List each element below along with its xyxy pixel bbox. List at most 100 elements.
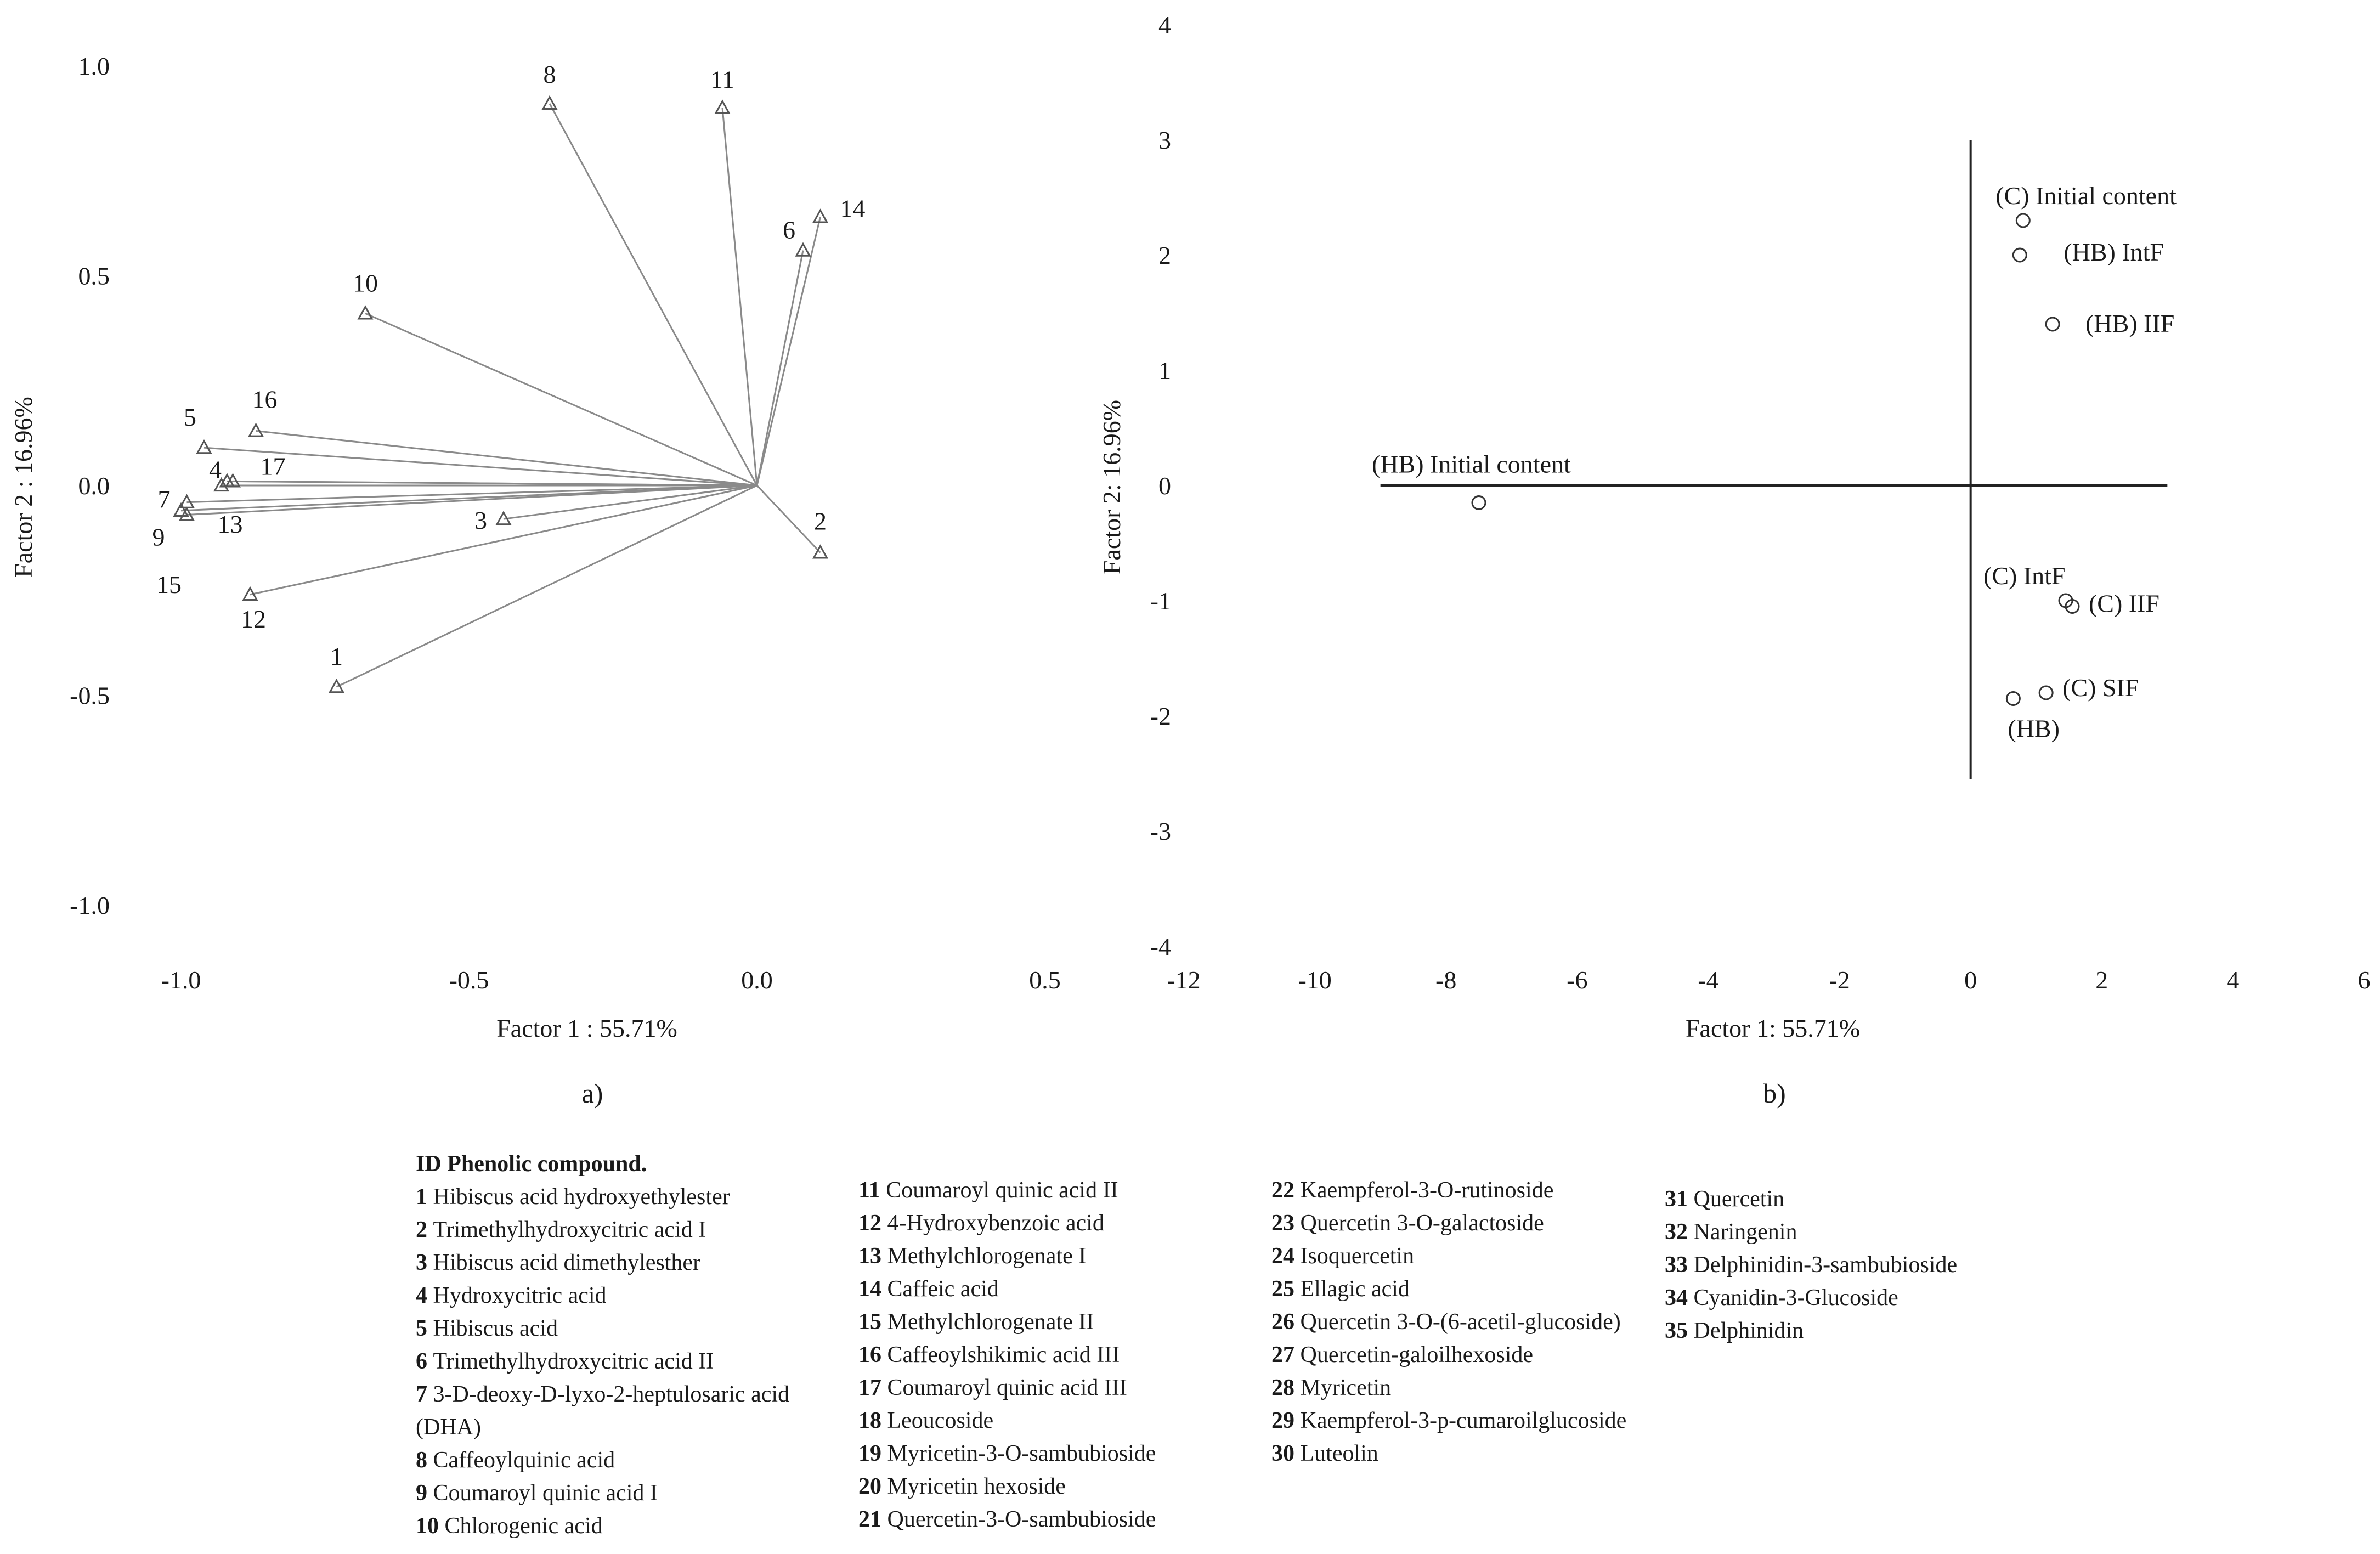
score-axis-ticks: -12 -10 -8 -6 -4 -2 0 2 4 6 4 3 2 1 0 -1 -2 -3 -4 (1150, 11, 2371, 994)
legend-item-id: 16 (858, 1342, 887, 1367)
score-axes (1380, 140, 2168, 779)
score-x-tick: -12 (1167, 966, 1200, 994)
score-x-tick: 6 (2358, 966, 2371, 994)
score-point-4 (1471, 495, 1486, 510)
legend-item-13: 13 Methylchlorogenate I (858, 1240, 1275, 1273)
score-x-tick: 4 (2226, 966, 2239, 994)
loading-vector-5 (203, 447, 757, 487)
score-x-tick: -4 (1698, 966, 1718, 994)
loading-vector-3 (503, 484, 757, 520)
loading-y-tick: 0.0 (78, 472, 110, 500)
score-y-tick: 2 (1158, 241, 1171, 269)
score-point-label-7: (C) SIF (2062, 674, 2139, 702)
loading-point-15 (173, 502, 189, 517)
legend-item-id: 27 (1271, 1342, 1301, 1367)
loading-point-label-15: 15 (156, 570, 182, 598)
score-y-tick: 0 (1158, 472, 1171, 500)
legend-item-name: Trimethylhydroxycitric acid I (433, 1217, 706, 1242)
loading-point-16 (247, 422, 264, 437)
loading-point-label-14: 14 (840, 194, 866, 222)
score-point-6 (2065, 599, 2080, 614)
loading-point-label-10: 10 (353, 269, 378, 297)
loading-point-10 (357, 305, 374, 320)
score-y-tick: -2 (1150, 702, 1171, 730)
loading-panel-label: a) (582, 1078, 603, 1109)
legend-item-id: 30 (1271, 1441, 1301, 1466)
score-point-label-3: (HB) IIF (2085, 309, 2174, 337)
loading-point-label-17: 17 (261, 452, 286, 480)
loading-vector-16 (256, 430, 757, 487)
legend-item-17: 17 Coumaroyl quinic acid III (858, 1371, 1275, 1404)
legend-item-name: Myricetin (1300, 1375, 1392, 1400)
legend-item-id: 14 (858, 1276, 887, 1302)
legend-item-id: 13 (858, 1244, 887, 1269)
legend-item-name: Hibiscus acid (433, 1316, 558, 1341)
legend-item-name: Hibiscus acid dimethylesther (433, 1250, 701, 1275)
legend-item-name: Methylchlorogenate II (887, 1309, 1094, 1335)
legend-item-id: 31 (1665, 1186, 1694, 1212)
legend-item-name: Methylchlorogenate I (887, 1244, 1087, 1269)
score-point-label-5: (C) IntF (1983, 562, 2066, 590)
legend-title: ID Phenolic compound. (416, 1151, 647, 1177)
loading-vector-1 (336, 484, 757, 688)
legend-item-29: 29 Kaempferol-3-p-cumaroilglucoside (1271, 1404, 1650, 1437)
loading-point-label-6: 6 (783, 216, 795, 244)
score-point-label-1: (C) Initial content (1995, 182, 2177, 210)
legend-item-name: Leoucoside (887, 1408, 994, 1433)
legend-item-id: 2 (416, 1217, 433, 1242)
legend-item-id: 10 (416, 1513, 445, 1539)
legend-item-5: 5 Hibiscus acid (416, 1312, 833, 1345)
score-point-label-8: (HB) (2008, 715, 2060, 743)
loading-x-tick: -1.0 (161, 966, 201, 994)
legend-item-31: 31 Quercetin (1665, 1183, 2082, 1216)
loading-vector-12 (250, 484, 757, 596)
legend-item-15: 15 Methylchlorogenate II (858, 1306, 1275, 1338)
loading-point-label-3: 3 (474, 506, 487, 534)
score-y-tick: -4 (1150, 933, 1171, 960)
legend-item-id: 8 (416, 1448, 433, 1473)
legend-item-name: Myricetin-3-O-sambubioside (887, 1441, 1156, 1466)
legend-column-4: 31 Quercetin 32 Naringenin 33 Delphinidin-… (1665, 1183, 2082, 1347)
legend-item-2: 2 Trimethylhydroxycitric acid I (416, 1213, 833, 1246)
legend-item-name: Naringenin (1693, 1219, 1797, 1245)
legend-item-32: 32 Naringenin (1665, 1216, 2082, 1248)
legend-item-id: 18 (858, 1408, 887, 1433)
legend-item-11: 11 Coumaroyl quinic acid II (858, 1174, 1275, 1207)
score-y-tick: 4 (1158, 11, 1171, 39)
loading-point-label-13: 13 (218, 510, 243, 538)
legend-item-name: Kaempferol-3-O-rutinoside (1300, 1178, 1554, 1203)
loading-x-tick: -0.5 (449, 966, 489, 994)
loading-vector-17 (233, 480, 757, 487)
legend-item-id: 28 (1271, 1375, 1301, 1400)
legend-item-name: Coumaroyl quinic acid III (887, 1375, 1127, 1400)
legend-item-23: 23 Quercetin 3-O-galactoside (1271, 1207, 1650, 1240)
legend-item-id: 23 (1271, 1211, 1301, 1236)
score-points: (C) Initial content (HB) IntF (HB) IIF (HB)… (1372, 182, 2177, 743)
score-point-3 (2045, 317, 2060, 332)
score-point-7 (2038, 685, 2054, 700)
legend-item-3: 3 Hibiscus acid dimethylesther (416, 1246, 833, 1279)
legend-item-8: 8 Caffeoylquinic acid (416, 1444, 833, 1477)
legend-item-id: 20 (858, 1474, 887, 1499)
legend-item-id: 34 (1665, 1285, 1694, 1310)
legend-item-id: 17 (858, 1375, 887, 1400)
loading-point-3 (495, 511, 512, 525)
score-point-label-4: (HB) Initial content (1372, 450, 1571, 478)
legend-item-name: Caffeoylshikimic acid III (887, 1342, 1120, 1367)
legend-column-3: 22 Kaempferol-3-O-rutinoside 23 Quercetin… (1271, 1174, 1650, 1470)
loading-axis-ticks: -1.0 -0.5 0.0 0.5 1.0 0.5 0.0 -0.5 -1.0 (70, 52, 1061, 994)
legend-item-20: 20 Myricetin hexoside (858, 1470, 1275, 1503)
legend-item-name: 4-Hydroxybenzoic acid (887, 1211, 1104, 1236)
legend-item-name: Quercetin-galoilhexoside (1300, 1342, 1534, 1367)
legend-item-name: Ellagic acid (1300, 1276, 1410, 1302)
legend-item-28: 28 Myricetin (1271, 1371, 1650, 1404)
score-y-tick: -3 (1150, 817, 1171, 845)
loading-vector-14 (756, 217, 821, 486)
loading-point-5 (196, 439, 212, 454)
loading-point-label-4: 4 (209, 455, 222, 483)
loading-point-2 (812, 544, 829, 559)
loading-point-label-9: 9 (152, 523, 165, 551)
loading-vectors (180, 103, 821, 688)
legend-item-10: 10 Chlorogenic acid (416, 1510, 833, 1542)
